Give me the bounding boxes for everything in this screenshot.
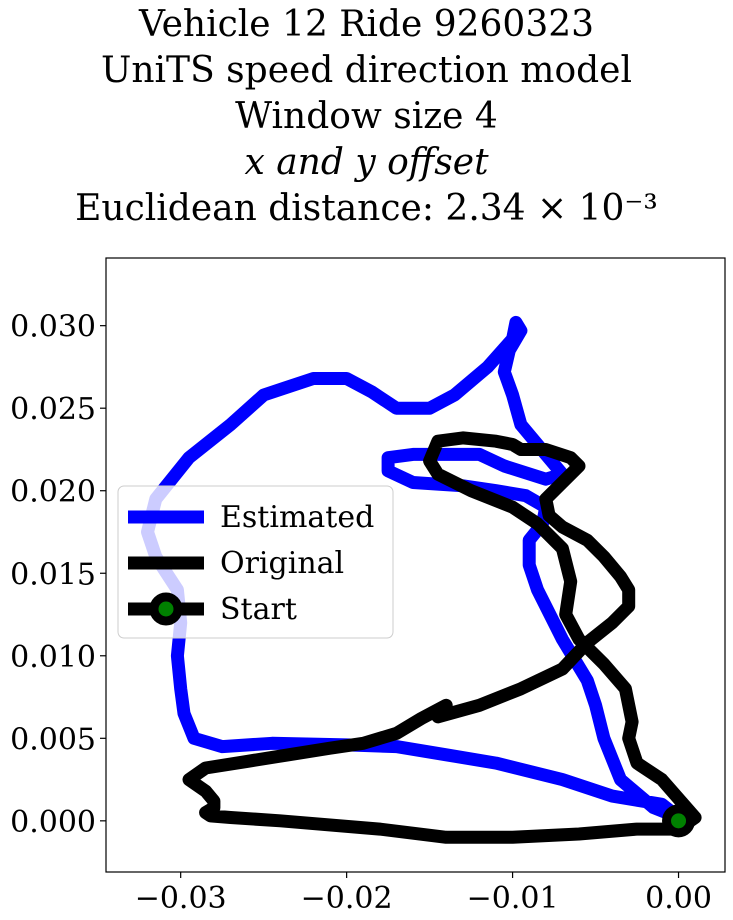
legend: Estimated Original Start [117,485,394,639]
y-tick-label: 0.000 [10,805,96,840]
title-line: UniTS speed direction model [101,50,632,91]
y-tick-label: 0.010 [10,640,96,675]
x-tick-label: −0.01 [467,881,559,916]
x-tick-label: −0.02 [301,881,393,916]
x-tick-label: −0.03 [135,881,227,916]
legend-label: Original [220,546,344,581]
y-tick-label: 0.015 [10,557,96,592]
x-axis: −0.03 −0.02 −0.01 0.00 [135,872,712,916]
series-layer [141,315,702,844]
series-line-original [182,431,702,844]
legend-label: Start [220,592,297,627]
y-axis: 0.000 0.005 0.010 0.015 0.020 0.025 0.030 [10,310,106,840]
y-tick-label: 0.005 [10,722,96,757]
y-tick-label: 0.020 [10,475,96,510]
start-marker [662,804,696,838]
title-line: Window size 4 [235,96,498,137]
legend-box [117,485,394,639]
legend-label: Estimated [220,500,374,535]
legend-start-marker [149,592,183,626]
title-line: Euclidean distance: 2.34 × 10⁻³ [75,188,658,229]
title-line: Vehicle 12 Ride 9260323 [138,4,595,45]
x-tick-label: 0.00 [645,881,712,916]
title-line: x and y offset [244,142,489,183]
y-tick-label: 0.030 [10,310,96,345]
y-tick-label: 0.025 [10,392,96,427]
chart-title: Vehicle 12 Ride 9260323 UniTS speed direc… [0,2,733,232]
